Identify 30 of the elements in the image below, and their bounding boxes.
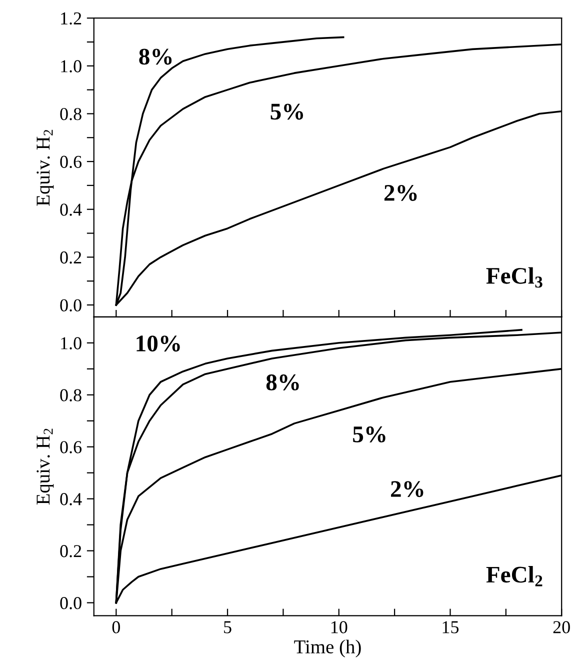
y-tick-label: 0.6 [60,156,82,168]
y-tick-label: 0.8 [60,108,82,120]
y-axis-title: Equiv. H$_{2}$ [36,130,54,206]
y-tick-label: 0.0 [60,596,82,610]
y-tick-label: 0.2 [60,251,82,264]
y-tick-label: 0.6 [60,441,82,454]
x-tick-label: 0 [112,621,120,634]
series-label: 2% [384,184,417,201]
x-tick-label: 15 [442,621,459,634]
y-tick-label: 0.0 [60,299,82,312]
x-tick-label: 10 [331,621,348,634]
y-tick-label: 0.8 [60,389,82,402]
x-tick-label: 5 [224,621,232,634]
y-tick-label: 0.4 [60,204,82,216]
y-tick-label: 1.0 [61,60,82,72]
series-label: 10% [136,336,180,352]
series-label: 8% [266,374,299,390]
annotation: FeCl$_{2}$ [486,566,542,586]
y-tick-label: 0.2 [60,545,82,558]
annotation: FeCl$_{3}$ [486,267,542,288]
series-label: 8% [139,48,172,65]
series-label: 5% [270,104,304,120]
y-tick-label: 1.0 [61,337,82,350]
x-tick-label: 20 [553,621,570,634]
series-label: 2% [391,481,424,498]
y-tick-label: 0.4 [60,493,82,506]
series-label: 5% [353,426,386,442]
y-tick-label: 1.2 [61,12,82,25]
x-axis-title: Time (h) [294,640,361,658]
y-axis-title: Equiv. H$_{2}$ [36,428,54,505]
